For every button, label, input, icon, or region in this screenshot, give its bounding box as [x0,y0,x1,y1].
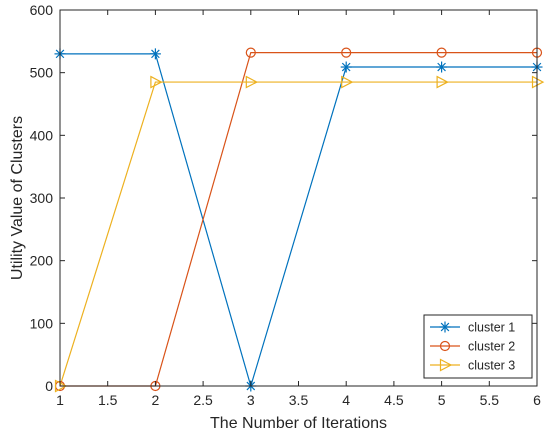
x-tick-label: 3.5 [289,392,309,408]
legend: cluster 1 cluster 2 cluster 3 [423,314,533,379]
data-point-cluster-1 [436,61,448,73]
y-axis-title: Utility Value of Clusters [9,116,26,280]
data-point-cluster-1 [149,48,161,60]
data-point-cluster-2 [341,47,352,58]
x-tick-label: 5 [438,392,446,408]
x-tick-label: 1 [56,392,64,408]
x-axis-title: The Number of Iterations [210,415,387,432]
data-point-cluster-3 [531,75,545,89]
y-tick-label: 0 [45,378,53,394]
y-tick-label: 600 [30,2,54,18]
legend-marker [439,321,451,333]
x-tick-label: 4.5 [384,392,404,408]
data-point-cluster-3 [245,75,259,89]
y-tick-label: 500 [30,65,54,81]
data-point-cluster-3 [341,75,354,89]
x-tick-label: 5.5 [480,392,500,408]
legend-label: cluster 2 [468,340,515,354]
legend-marker [439,358,453,372]
x-tick-label: 6 [533,392,541,408]
x-tick-label: 3 [247,392,255,408]
data-point-cluster-1 [340,61,352,73]
y-tick-label: 300 [30,190,54,206]
x-tick-label: 2.5 [193,392,213,408]
x-tick-label: 1.5 [98,392,118,408]
y-tick-label: 100 [30,315,54,331]
y-tick-label: 400 [30,127,54,143]
data-point-cluster-2 [245,47,256,58]
data-point-cluster-3 [54,379,68,393]
data-point-cluster-3 [150,75,163,89]
axis-ticks: 1 1.5 2 2.5 3 3.5 4 4.5 5 5.5 6 0 100 200 300 400 500 600 [30,2,541,408]
series-line-cluster-3 [59,81,537,387]
series-line-cluster-1 [60,53,537,389]
legend-label: cluster 1 [468,321,515,335]
x-tick-label: 4 [342,392,350,408]
y-tick-label: 200 [30,253,54,269]
legend-label: cluster 3 [468,359,515,373]
data-point-cluster-2 [436,47,447,58]
legend-marker [439,340,451,352]
x-tick-label: 2 [152,392,160,408]
data-point-cluster-3 [436,75,449,89]
